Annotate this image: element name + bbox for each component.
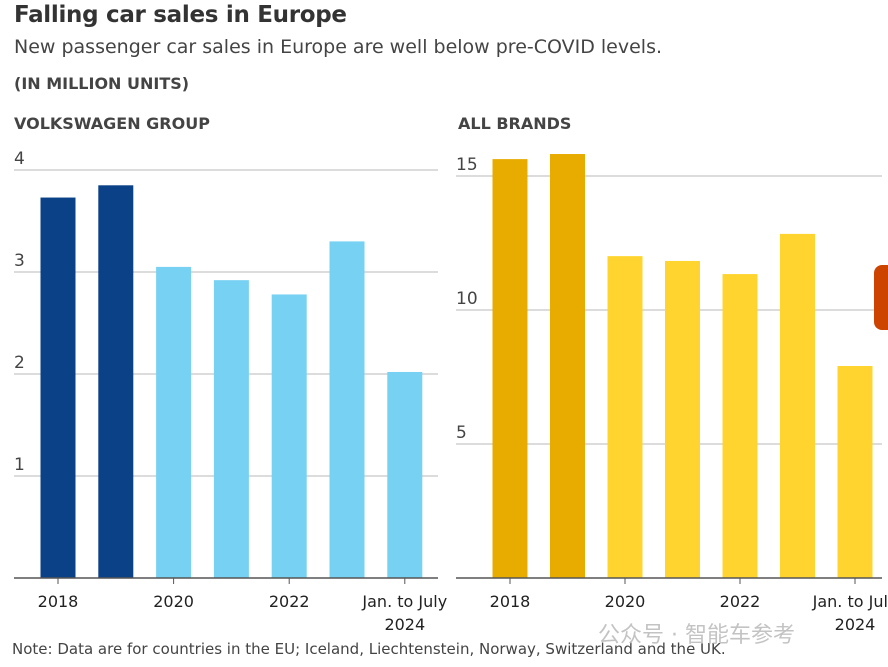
bar-2019 <box>550 154 585 579</box>
side-tab-button[interactable] <box>874 265 888 330</box>
bar-2018 <box>492 159 528 578</box>
chart-title: Falling car sales in Europe <box>14 2 347 28</box>
bar-2021 <box>665 260 700 578</box>
x-tick-label: Jan. to July <box>812 592 888 611</box>
x-tick-label: 2022 <box>720 592 761 611</box>
x-tick-label: 2022 <box>269 592 310 611</box>
x-tick-label: 2018 <box>490 592 531 611</box>
bar-2023 <box>329 241 365 578</box>
y-tick-label: 3 <box>14 251 25 271</box>
bar-2022 <box>722 274 758 578</box>
watermark: 公众号 · 智能车参考 <box>598 623 795 648</box>
y-tick-label: 10 <box>456 289 478 309</box>
vw-panel-title: VOLKSWAGEN GROUP <box>14 114 210 133</box>
x-tick-label: 2018 <box>38 592 79 611</box>
all-brands-panel-title: ALL BRANDS <box>458 114 572 133</box>
bar-2020 <box>607 256 643 578</box>
chart-subtitle: New passenger car sales in Europe are we… <box>14 36 663 58</box>
bar-Jan-to-July-2024 <box>387 371 423 578</box>
bar-Jan-to-July-2024 <box>837 366 873 578</box>
bar-2020 <box>156 266 192 578</box>
x-tick-label: 2020 <box>153 592 194 611</box>
bar-2019 <box>98 185 134 579</box>
y-tick-label: 15 <box>456 155 478 175</box>
units-label: (IN MILLION UNITS) <box>14 74 190 93</box>
x-tick-label: 2024 <box>384 615 425 634</box>
x-tick-label: 2024 <box>835 615 876 634</box>
bar-2023 <box>780 233 815 578</box>
y-tick-label: 4 <box>14 149 25 169</box>
bar-2018 <box>40 197 76 579</box>
x-tick-label: Jan. to July <box>361 592 447 611</box>
y-tick-label: 2 <box>14 353 25 373</box>
y-tick-label: 5 <box>456 423 467 443</box>
y-tick-label: 1 <box>14 455 25 475</box>
bar-2022 <box>271 294 307 578</box>
x-tick-label: 2020 <box>605 592 646 611</box>
footnote: Note: Data are for countries in the EU; … <box>12 640 726 658</box>
bar-2021 <box>213 280 249 578</box>
